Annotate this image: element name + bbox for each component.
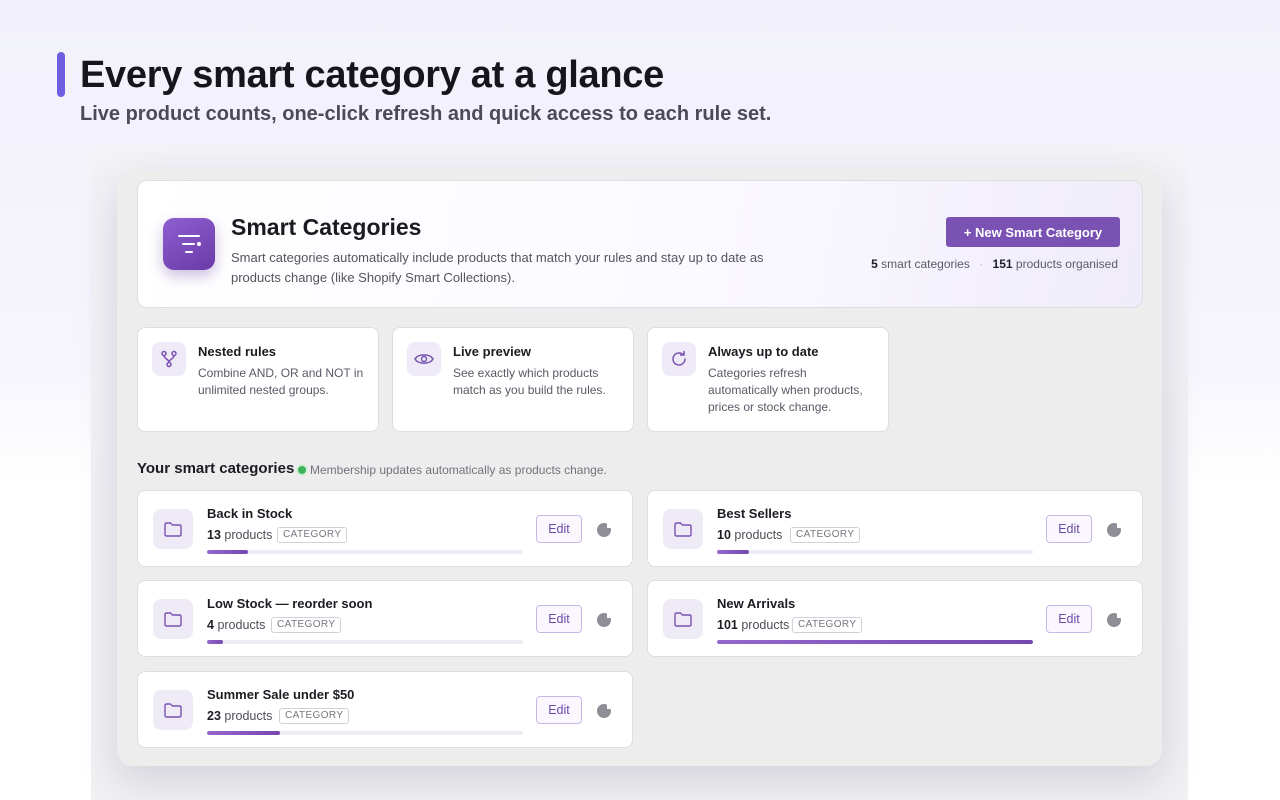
stats-separator: ·: [979, 257, 984, 271]
feature-description: Categories refresh automatically when pr…: [708, 366, 863, 414]
category-card-best-sellers: Best Sellers 10 products CATEGORY Edit: [647, 490, 1143, 567]
category-progress-fill: [207, 731, 280, 735]
category-count-number: 101: [717, 618, 738, 632]
section-title: Your smart categories: [137, 460, 295, 477]
category-count-number: 4: [207, 618, 214, 632]
page-header-card: Smart Categories Smart categories automa…: [137, 180, 1143, 308]
feature-card-always-up-to-date: Always up to date Categories refresh aut…: [647, 327, 889, 432]
refresh-icon[interactable]: [597, 613, 612, 627]
category-count-label: products: [224, 528, 273, 542]
hero-subtitle: Live product counts, one-click refresh a…: [80, 103, 772, 125]
category-count: 101 products: [717, 618, 789, 632]
category-name[interactable]: Summer Sale under $50: [207, 687, 355, 702]
app-window: Smart Categories Smart categories automa…: [117, 170, 1162, 766]
category-progress-fill: [717, 550, 749, 554]
products-count: 151: [992, 257, 1013, 271]
new-smart-category-button[interactable]: + New Smart Category: [946, 217, 1120, 247]
category-name[interactable]: Back in Stock: [207, 506, 293, 521]
category-progress-fill: [207, 550, 249, 554]
category-type-badge: CATEGORY: [279, 708, 350, 724]
category-progress-fill: [207, 640, 223, 644]
category-type-badge: CATEGORY: [792, 617, 863, 633]
category-progress-bar: [717, 640, 1033, 644]
category-progress-bar: [717, 550, 1033, 554]
category-count-label: products: [734, 528, 783, 542]
folder-icon: [663, 599, 703, 639]
section-note: Membership updates automatically as prod…: [310, 463, 607, 477]
category-name[interactable]: Best Sellers: [717, 506, 792, 521]
products-count-label: products organised: [1015, 257, 1118, 271]
category-count: 4 products: [207, 618, 265, 632]
category-card-back-in-stock: Back in Stock 13 products CATEGORY Edit: [137, 490, 633, 567]
category-progress-fill: [717, 640, 1033, 644]
edit-button[interactable]: Edit: [536, 605, 582, 633]
category-name[interactable]: New Arrivals: [717, 596, 796, 611]
edit-button[interactable]: Edit: [1046, 605, 1092, 633]
category-count-label: products: [741, 618, 790, 632]
category-type-badge: CATEGORY: [277, 527, 348, 543]
category-count: 23 products: [207, 709, 272, 723]
hero-accent-bar: [57, 52, 65, 97]
folder-icon: [153, 599, 193, 639]
edit-button[interactable]: Edit: [536, 696, 582, 724]
category-progress-bar: [207, 550, 523, 554]
refresh-icon[interactable]: [1107, 613, 1122, 627]
refresh-icon: [662, 342, 696, 376]
category-count-number: 13: [207, 528, 221, 542]
eye-icon: [407, 342, 441, 376]
category-card-low-stock: Low Stock — reorder soon 4 products CATE…: [137, 580, 633, 657]
category-count-label: products: [224, 709, 273, 723]
refresh-icon[interactable]: [597, 523, 612, 537]
category-card-summer-sale: Summer Sale under $50 23 products CATEGO…: [137, 671, 633, 748]
category-card-new-arrivals: New Arrivals 101 products CATEGORY Edit: [647, 580, 1143, 657]
folder-icon: [153, 509, 193, 549]
summary-stats: 5 smart categories · 151 products organi…: [871, 257, 1118, 271]
feature-title: Always up to date: [708, 344, 819, 359]
feature-title: Nested rules: [198, 344, 277, 359]
filter-lines-icon: [163, 218, 215, 270]
edit-button[interactable]: Edit: [1046, 515, 1092, 543]
category-count-label: products: [217, 618, 266, 632]
feature-description: Combine AND, OR and NOT in unlimited nes…: [198, 366, 364, 397]
category-progress-bar: [207, 731, 523, 735]
category-type-badge: CATEGORY: [271, 617, 342, 633]
feature-card-nested-rules: Nested rules Combine AND, OR and NOT in …: [137, 327, 379, 432]
branch-icon: [152, 342, 186, 376]
folder-icon: [663, 509, 703, 549]
feature-description: See exactly which products match as you …: [453, 366, 606, 397]
hero-title: Every smart category at a glance: [80, 54, 664, 96]
category-count-number: 23: [207, 709, 221, 723]
edit-button[interactable]: Edit: [536, 515, 582, 543]
refresh-icon[interactable]: [1107, 523, 1122, 537]
page-title: Smart Categories: [231, 214, 422, 240]
page-description: Smart categories automatically include p…: [231, 250, 764, 285]
feature-title: Live preview: [453, 344, 532, 359]
refresh-icon[interactable]: [597, 704, 612, 718]
feature-card-live-preview: Live preview See exactly which products …: [392, 327, 634, 432]
folder-icon: [153, 690, 193, 730]
categories-count-label: smart categories: [881, 257, 970, 271]
category-count: 10 products: [717, 528, 782, 542]
category-progress-bar: [207, 640, 523, 644]
categories-count: 5: [871, 257, 878, 271]
category-count: 13 products: [207, 528, 272, 542]
category-type-badge: CATEGORY: [790, 527, 861, 543]
category-count-number: 10: [717, 528, 731, 542]
live-status-dot: [298, 466, 306, 474]
category-name[interactable]: Low Stock — reorder soon: [207, 596, 373, 611]
